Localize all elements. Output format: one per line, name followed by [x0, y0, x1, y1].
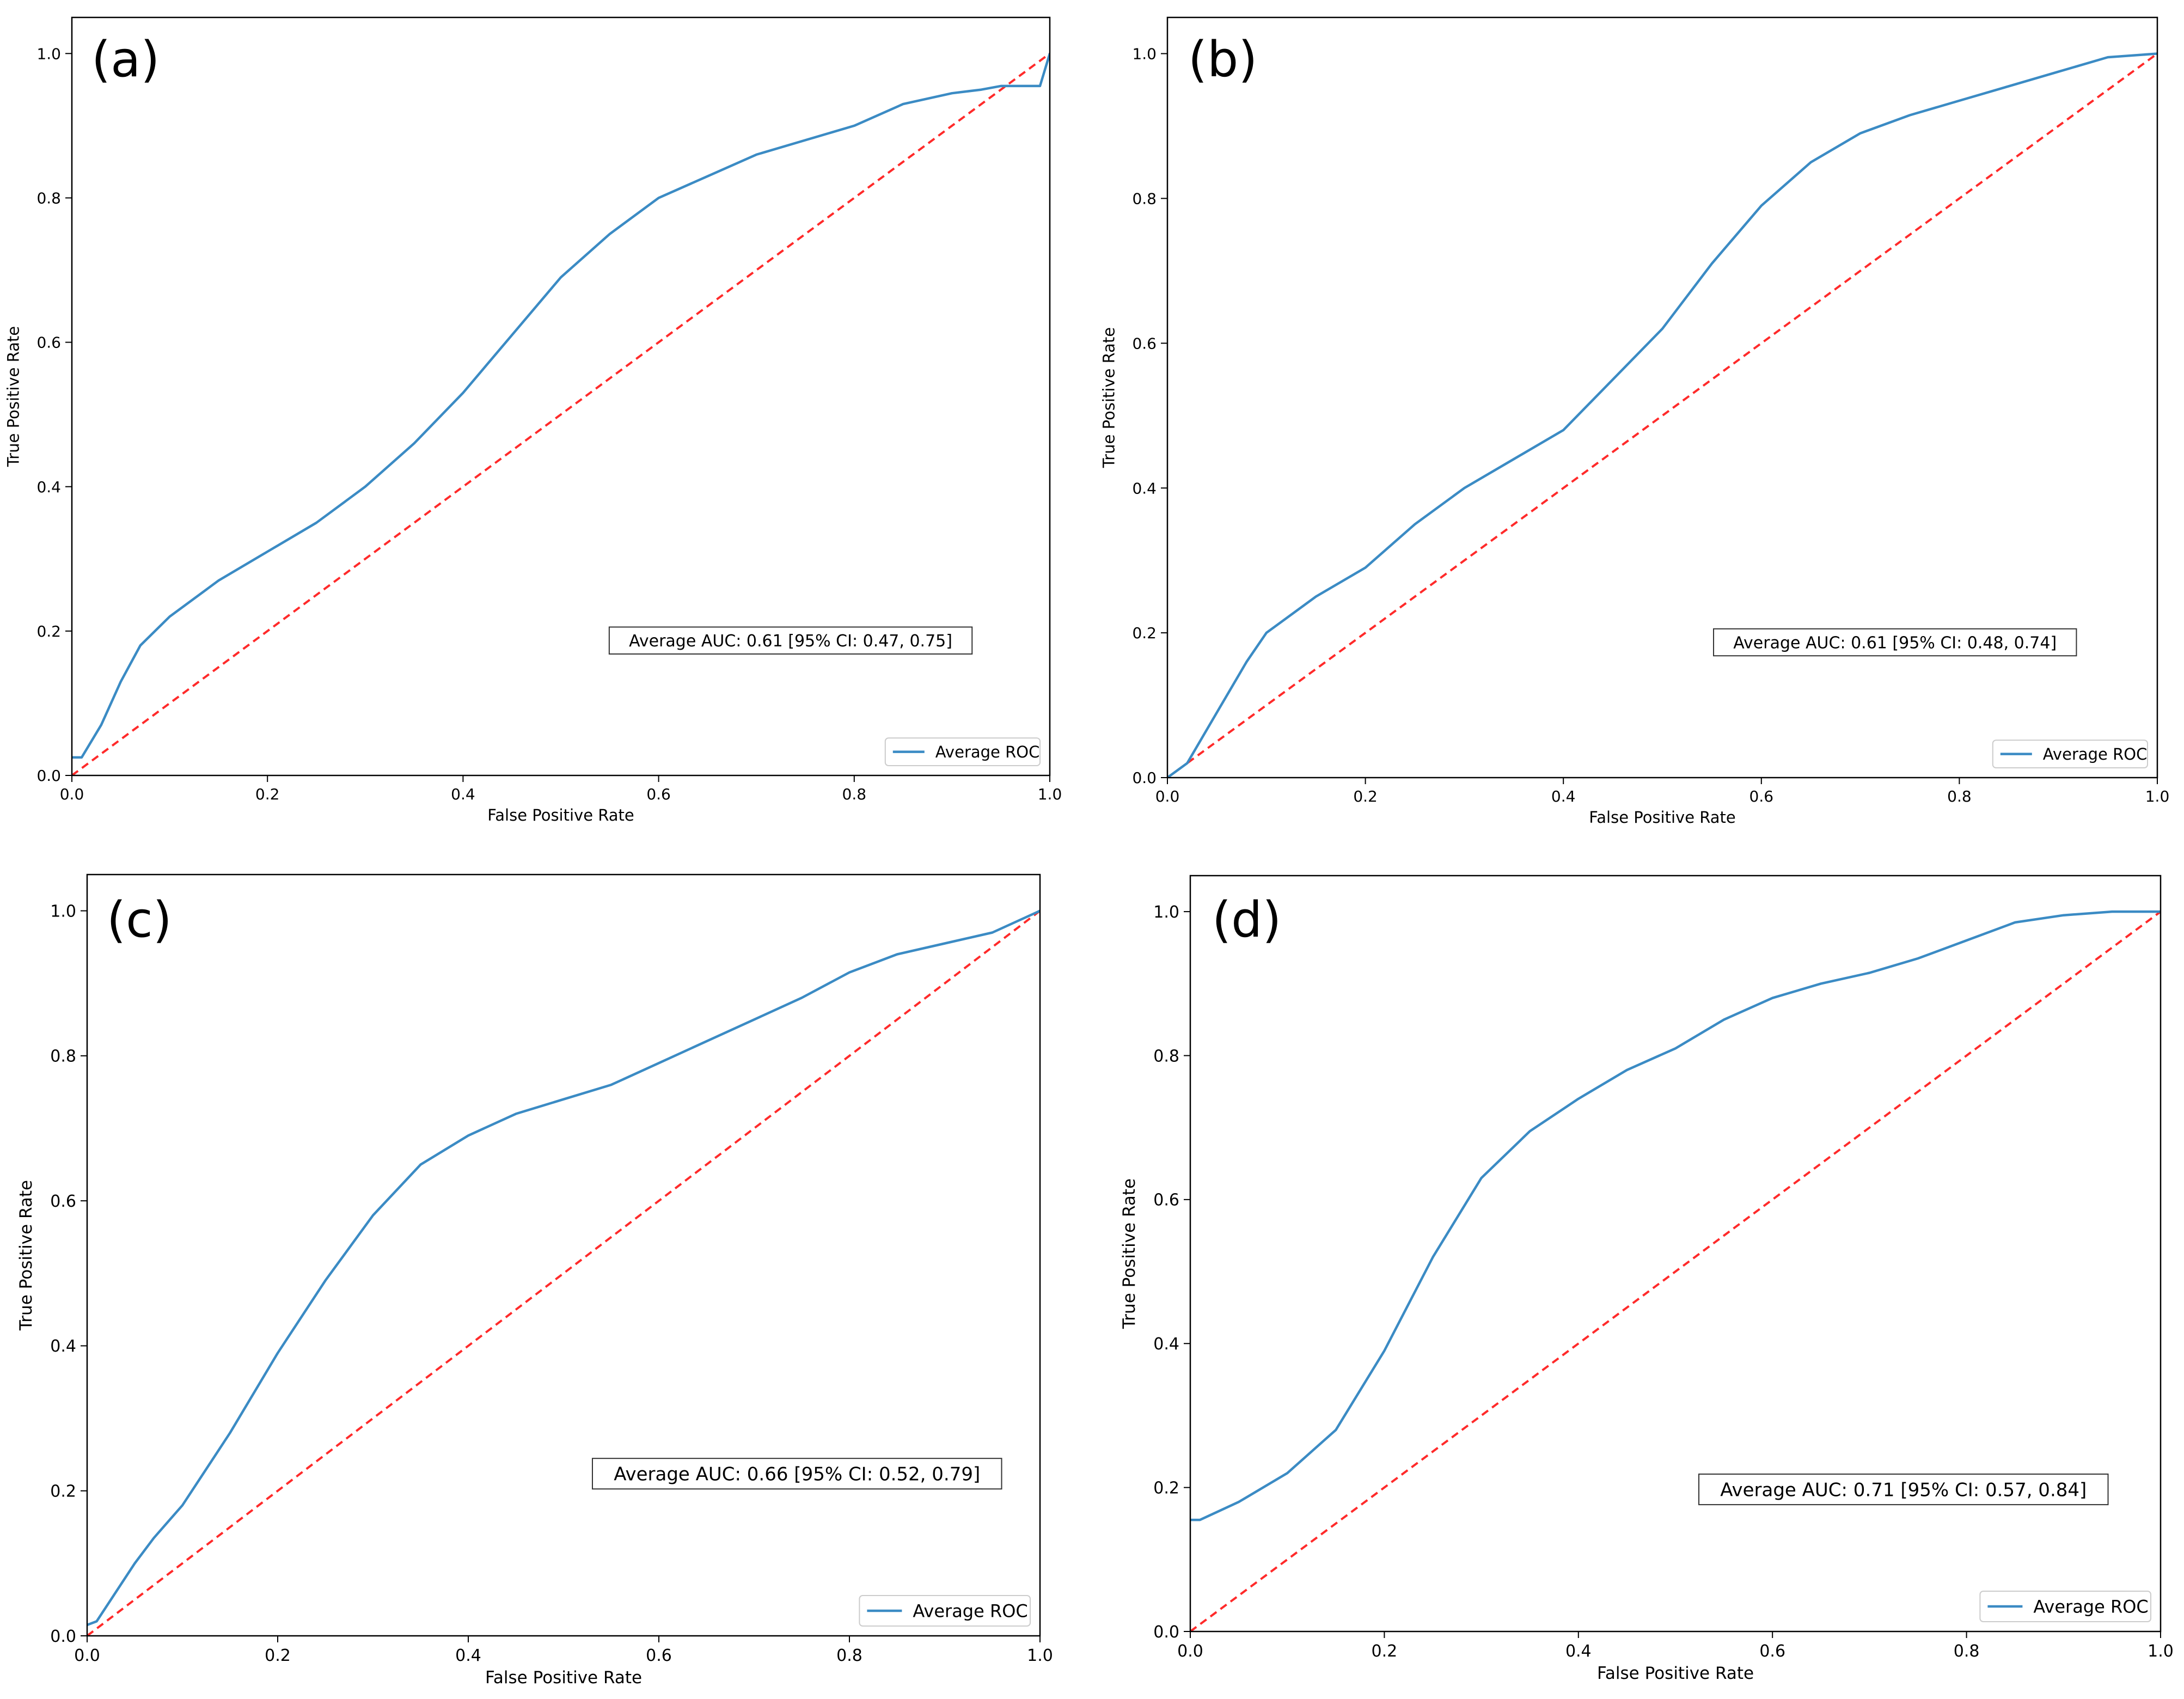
legend-label: Average ROC [2033, 1597, 2148, 1617]
legend-box [884, 737, 1041, 766]
panel-a: (a) 0.0 0.2 0.4 0.6 0.8 1.0 0.0 0.2 0.4 0.6 0.8 1.0 F… [4, 16, 1062, 824]
y-tick-label: 0.0 [36, 767, 61, 785]
y-tick-label: 0.4 [50, 1337, 76, 1356]
y-tick-label: 0.2 [1132, 624, 1157, 642]
y-axis-title: True Positive Rate [1099, 327, 1118, 468]
legend-box [1992, 740, 2149, 768]
auc-annotation-box [1698, 1474, 2109, 1506]
y-axis-title: True Positive Rate [4, 326, 22, 467]
x-tick-label: 0.8 [1954, 1642, 1980, 1661]
x-axis-title: False Positive Rate [1597, 1664, 1754, 1683]
panel-d: (d) 0.0 0.2 0.4 0.6 0.8 1.0 0.0 0.2 0.4 0.6 0.8 1.0 F… [1119, 875, 2174, 1683]
x-tick-label: 1.0 [2145, 787, 2170, 805]
average-roc-line [1190, 910, 2161, 1521]
auc-annotation-text: Average AUC: 0.71 [95% CI: 0.57, 0.84] [1720, 1479, 2087, 1501]
y-tick-label: 0.0 [1132, 769, 1157, 787]
axes-frame [1189, 875, 2162, 1633]
x-tick-label: 1.0 [1027, 1646, 1053, 1665]
x-tick-label: 0.6 [646, 1646, 672, 1665]
x-axis-title: False Positive Rate [487, 806, 634, 824]
legend-label: Average ROC [913, 1601, 1027, 1622]
x-tick-label: 0.6 [646, 785, 671, 803]
x-tick-label: 0.4 [451, 785, 475, 803]
x-tick-label: 0.4 [1551, 787, 1576, 805]
panel-label: (b) [1188, 31, 1257, 88]
x-tick-label: 0.2 [255, 785, 280, 803]
y-tick-label: 1.0 [50, 902, 76, 921]
x-tick-label: 0.2 [1372, 1642, 1398, 1661]
legend-label: Average ROC [935, 743, 1040, 761]
x-tick-label: 0.2 [1353, 787, 1378, 805]
y-tick-label: 0.6 [50, 1192, 76, 1211]
x-tick-label: 0.0 [1177, 1642, 1203, 1661]
y-tick-label: 0.8 [50, 1047, 76, 1066]
x-tick-label: 0.0 [1155, 787, 1180, 805]
axes-frame [71, 16, 1051, 777]
x-tick-label: 0.2 [265, 1646, 291, 1665]
x-axis-title: False Positive Rate [485, 1668, 642, 1688]
x-tick-label: 1.0 [1038, 785, 1062, 803]
legend-label: Average ROC [2043, 745, 2148, 763]
x-tick-label: 0.0 [74, 1646, 100, 1665]
y-tick-label: 0.8 [36, 190, 61, 207]
y-tick-label: 0.6 [1132, 334, 1157, 352]
x-tick-label: 0.8 [842, 785, 867, 803]
x-tick-label: 0.8 [836, 1646, 862, 1665]
x-tick-label: 0.8 [1947, 787, 1972, 805]
y-tick-label: 0.4 [36, 478, 61, 496]
y-tick-label: 0.2 [36, 622, 61, 640]
panel-label: (d) [1212, 891, 1281, 949]
x-axis-title: False Positive Rate [1589, 808, 1736, 827]
y-tick-label: 1.0 [36, 45, 61, 63]
x-tick-label: 1.0 [2148, 1642, 2174, 1661]
y-tick-label: 0.2 [1153, 1478, 1179, 1498]
panel-b: (b) 0.0 0.2 0.4 0.6 0.8 1.0 0.0 0.2 0.4 0.6 0.8 1.0 F… [1099, 16, 2170, 827]
y-tick-label: 0.2 [50, 1482, 76, 1501]
auc-annotation-box [591, 1458, 1002, 1490]
y-tick-label: 0.8 [1153, 1047, 1179, 1066]
y-tick-label: 0.6 [1153, 1191, 1179, 1210]
panel-c: (c) 0.0 0.2 0.4 0.6 0.8 1.0 0.0 0.2 0.4 0.6 0.8 1.0 F… [16, 873, 1053, 1688]
x-tick-label: 0.0 [60, 785, 84, 803]
auc-annotation-box [1713, 628, 2077, 657]
x-tick-label: 0.6 [1759, 1642, 1785, 1661]
average-roc-line [72, 53, 1050, 759]
y-tick-label: 0.4 [1153, 1335, 1179, 1354]
chance-diagonal-line [1190, 910, 2161, 1631]
legend-box [1979, 1591, 2151, 1622]
y-tick-label: 1.0 [1153, 903, 1179, 922]
y-tick-label: 0.4 [1132, 479, 1157, 497]
x-tick-label: 0.4 [455, 1646, 481, 1665]
average-roc-line [87, 909, 1040, 1627]
y-tick-label: 1.0 [1132, 45, 1157, 63]
x-tick-label: 0.6 [1749, 787, 1774, 805]
chance-diagonal-line [72, 52, 1050, 775]
y-tick-label: 0.0 [1153, 1623, 1179, 1642]
x-tick-label: 0.4 [1565, 1642, 1592, 1661]
panel-label: (a) [91, 31, 160, 88]
auc-annotation-box [608, 626, 973, 655]
average-roc-line [1167, 52, 2157, 778]
auc-annotation-text: Average AUC: 0.61 [95% CI: 0.47, 0.75] [629, 632, 952, 651]
y-tick-label: 0.0 [50, 1627, 76, 1646]
chance-diagonal-line [1167, 52, 2157, 778]
y-axis-title: True Positive Rate [16, 1180, 36, 1331]
y-tick-label: 0.6 [36, 334, 61, 352]
y-axis-title: True Positive Rate [1119, 1178, 1139, 1329]
auc-annotation-text: Average AUC: 0.66 [95% CI: 0.52, 0.79] [614, 1463, 980, 1485]
axes-frame [1166, 16, 2158, 779]
y-tick-label: 0.8 [1132, 190, 1157, 207]
auc-annotation-text: Average AUC: 0.61 [95% CI: 0.48, 0.74] [1733, 633, 2057, 652]
panel-label: (c) [107, 891, 172, 949]
axes-frame [86, 873, 1041, 1637]
legend-box [859, 1595, 1031, 1627]
